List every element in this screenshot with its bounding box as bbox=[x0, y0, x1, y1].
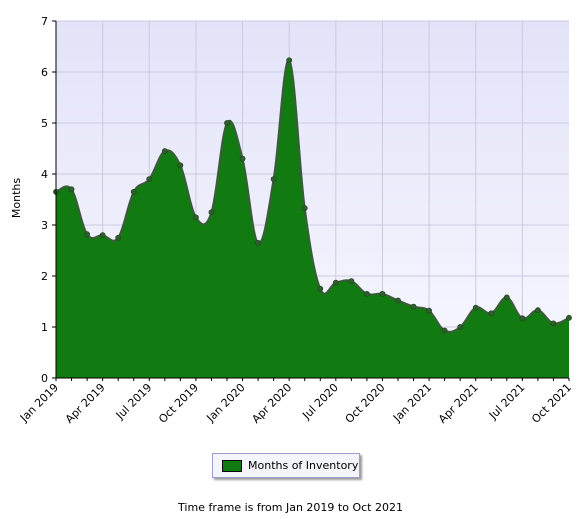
y-tick-label: 4 bbox=[41, 168, 48, 181]
data-point bbox=[115, 234, 122, 241]
data-point bbox=[84, 231, 90, 238]
data-area bbox=[53, 57, 572, 378]
x-tick-label: Jan 2019 bbox=[17, 381, 61, 425]
y-tick-label: 3 bbox=[41, 219, 48, 232]
x-tick-label: Apr 2021 bbox=[436, 381, 481, 426]
data-point bbox=[441, 327, 448, 334]
data-point bbox=[224, 120, 230, 126]
data-point bbox=[364, 290, 370, 297]
x-tick-label: Jan 2020 bbox=[204, 381, 248, 425]
data-point bbox=[488, 310, 495, 317]
legend-label: Months of Inventory bbox=[248, 459, 359, 472]
data-point bbox=[68, 186, 75, 193]
timeframe-caption: Time frame is from Jan 2019 to Oct 2021 bbox=[178, 501, 403, 514]
x-tick-label: Jul 2019 bbox=[113, 381, 155, 423]
data-point bbox=[239, 155, 246, 162]
y-tick-label: 7 bbox=[41, 15, 48, 28]
x-tick-labels: Jan 2019 Apr 2019 Jul 2019 Oct 2019 Jan 2020… bbox=[17, 381, 574, 426]
data-point bbox=[550, 320, 557, 327]
x-tick-label: Jan 2021 bbox=[390, 381, 434, 425]
data-point bbox=[348, 278, 355, 284]
data-point bbox=[472, 304, 479, 311]
data-point bbox=[161, 148, 168, 154]
data-point bbox=[317, 285, 324, 292]
data-point bbox=[426, 307, 432, 314]
x-tick-label: Jul 2021 bbox=[486, 381, 528, 423]
y-tick-label: 5 bbox=[41, 117, 48, 130]
data-point bbox=[286, 57, 293, 64]
y-tick-label: 6 bbox=[41, 66, 48, 79]
data-point bbox=[519, 315, 526, 322]
y-tick-label: 0 bbox=[41, 372, 48, 385]
data-point bbox=[566, 314, 572, 321]
data-point bbox=[332, 279, 339, 286]
area-fill bbox=[56, 60, 569, 378]
data-point bbox=[255, 239, 261, 246]
data-point bbox=[410, 303, 417, 310]
x-tick-label: Jul 2020 bbox=[299, 381, 341, 423]
legend-swatch bbox=[222, 459, 242, 472]
data-point bbox=[270, 176, 277, 182]
axes bbox=[52, 20, 570, 381]
x-tick-label: Oct 2020 bbox=[343, 381, 388, 426]
y-axis-title: Months bbox=[10, 178, 23, 218]
data-point bbox=[193, 214, 199, 221]
y-tick-labels: 0 1 2 3 4 5 6 7 bbox=[41, 15, 48, 385]
x-tick-label: Apr 2020 bbox=[249, 381, 294, 426]
data-point bbox=[177, 162, 184, 169]
legend: Months of Inventory bbox=[212, 453, 360, 478]
data-point bbox=[146, 176, 153, 182]
y-tick-label: 2 bbox=[41, 270, 48, 283]
data-point bbox=[395, 297, 401, 304]
x-tick-label: Oct 2021 bbox=[529, 381, 574, 426]
data-point bbox=[379, 290, 386, 297]
data-point bbox=[457, 324, 464, 330]
data-point bbox=[208, 209, 215, 216]
data-point bbox=[503, 294, 510, 301]
data-point bbox=[130, 188, 137, 195]
data-point bbox=[535, 307, 541, 314]
x-tick-label: Oct 2019 bbox=[156, 381, 201, 426]
data-point bbox=[99, 232, 106, 239]
y-tick-label: 1 bbox=[41, 321, 48, 334]
x-tick-label: Apr 2019 bbox=[63, 381, 108, 426]
data-point bbox=[301, 205, 308, 212]
